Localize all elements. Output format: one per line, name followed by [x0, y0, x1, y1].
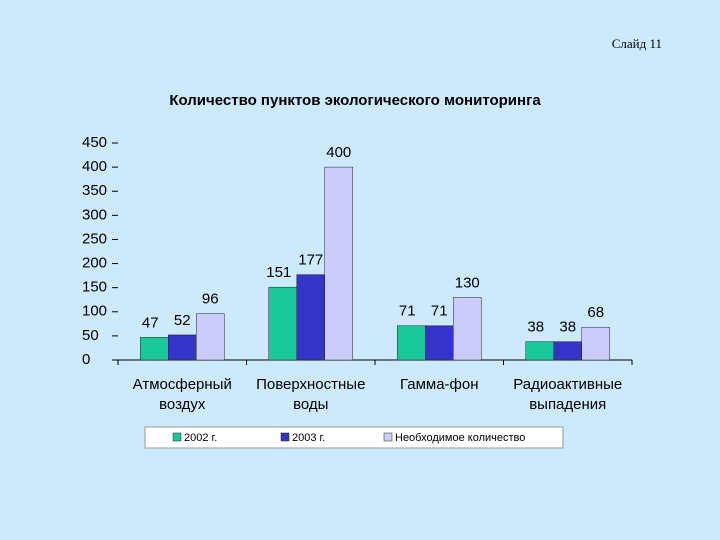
- value-label: 400: [326, 144, 351, 161]
- bar: [324, 166, 353, 361]
- y-tick-label: 300: [82, 206, 107, 223]
- bar: [553, 341, 582, 361]
- y-tick-label: 150: [82, 279, 107, 296]
- value-label: 68: [587, 304, 604, 321]
- value-label: 177: [298, 252, 323, 269]
- legend-label: Необходимое количество: [395, 432, 525, 444]
- value-label: 71: [431, 303, 448, 320]
- bar: [268, 286, 297, 361]
- legend-swatch: [172, 432, 182, 442]
- value-label: 130: [455, 274, 480, 291]
- value-label: 151: [266, 264, 291, 281]
- y-tick-label: 100: [82, 303, 107, 320]
- y-tick-label: 250: [82, 230, 107, 247]
- bar: [296, 274, 325, 361]
- bar: [525, 341, 554, 361]
- bar: [453, 297, 482, 361]
- value-label: 38: [559, 319, 576, 336]
- bar: [140, 337, 169, 361]
- x-tick-label: Поверхностные воды: [256, 376, 365, 413]
- y-tick-label: 50: [82, 327, 99, 344]
- bar: [425, 325, 454, 361]
- y-tick-label: 200: [82, 255, 107, 272]
- value-label: 71: [399, 303, 416, 320]
- legend-box: [144, 426, 564, 449]
- value-label: 52: [174, 312, 191, 329]
- slide-label: Слайд 11: [612, 36, 662, 51]
- y-tick-label: 0: [82, 351, 90, 368]
- x-tick-label: Радиоактивные выпадения: [513, 376, 622, 413]
- legend-label: 2002 г.: [184, 432, 217, 444]
- x-tick-label: Атмосферный воздух: [133, 376, 232, 413]
- legend-swatch: [383, 432, 393, 442]
- y-tick-label: 450: [82, 134, 107, 151]
- bar: [168, 334, 197, 361]
- legend-swatch: [280, 432, 290, 442]
- bar: [581, 326, 610, 361]
- value-label: 47: [142, 314, 159, 331]
- legend-label: 2003 г.: [292, 432, 325, 444]
- chart-title: Количество пунктов экологического монито…: [169, 92, 541, 109]
- value-label: 38: [527, 319, 544, 336]
- bar: [196, 313, 225, 361]
- value-label: 96: [202, 291, 219, 308]
- y-tick-label: 350: [82, 182, 107, 199]
- y-tick-label: 400: [82, 158, 107, 175]
- bar: [397, 325, 426, 361]
- x-tick-label: Гамма-фон: [400, 376, 479, 393]
